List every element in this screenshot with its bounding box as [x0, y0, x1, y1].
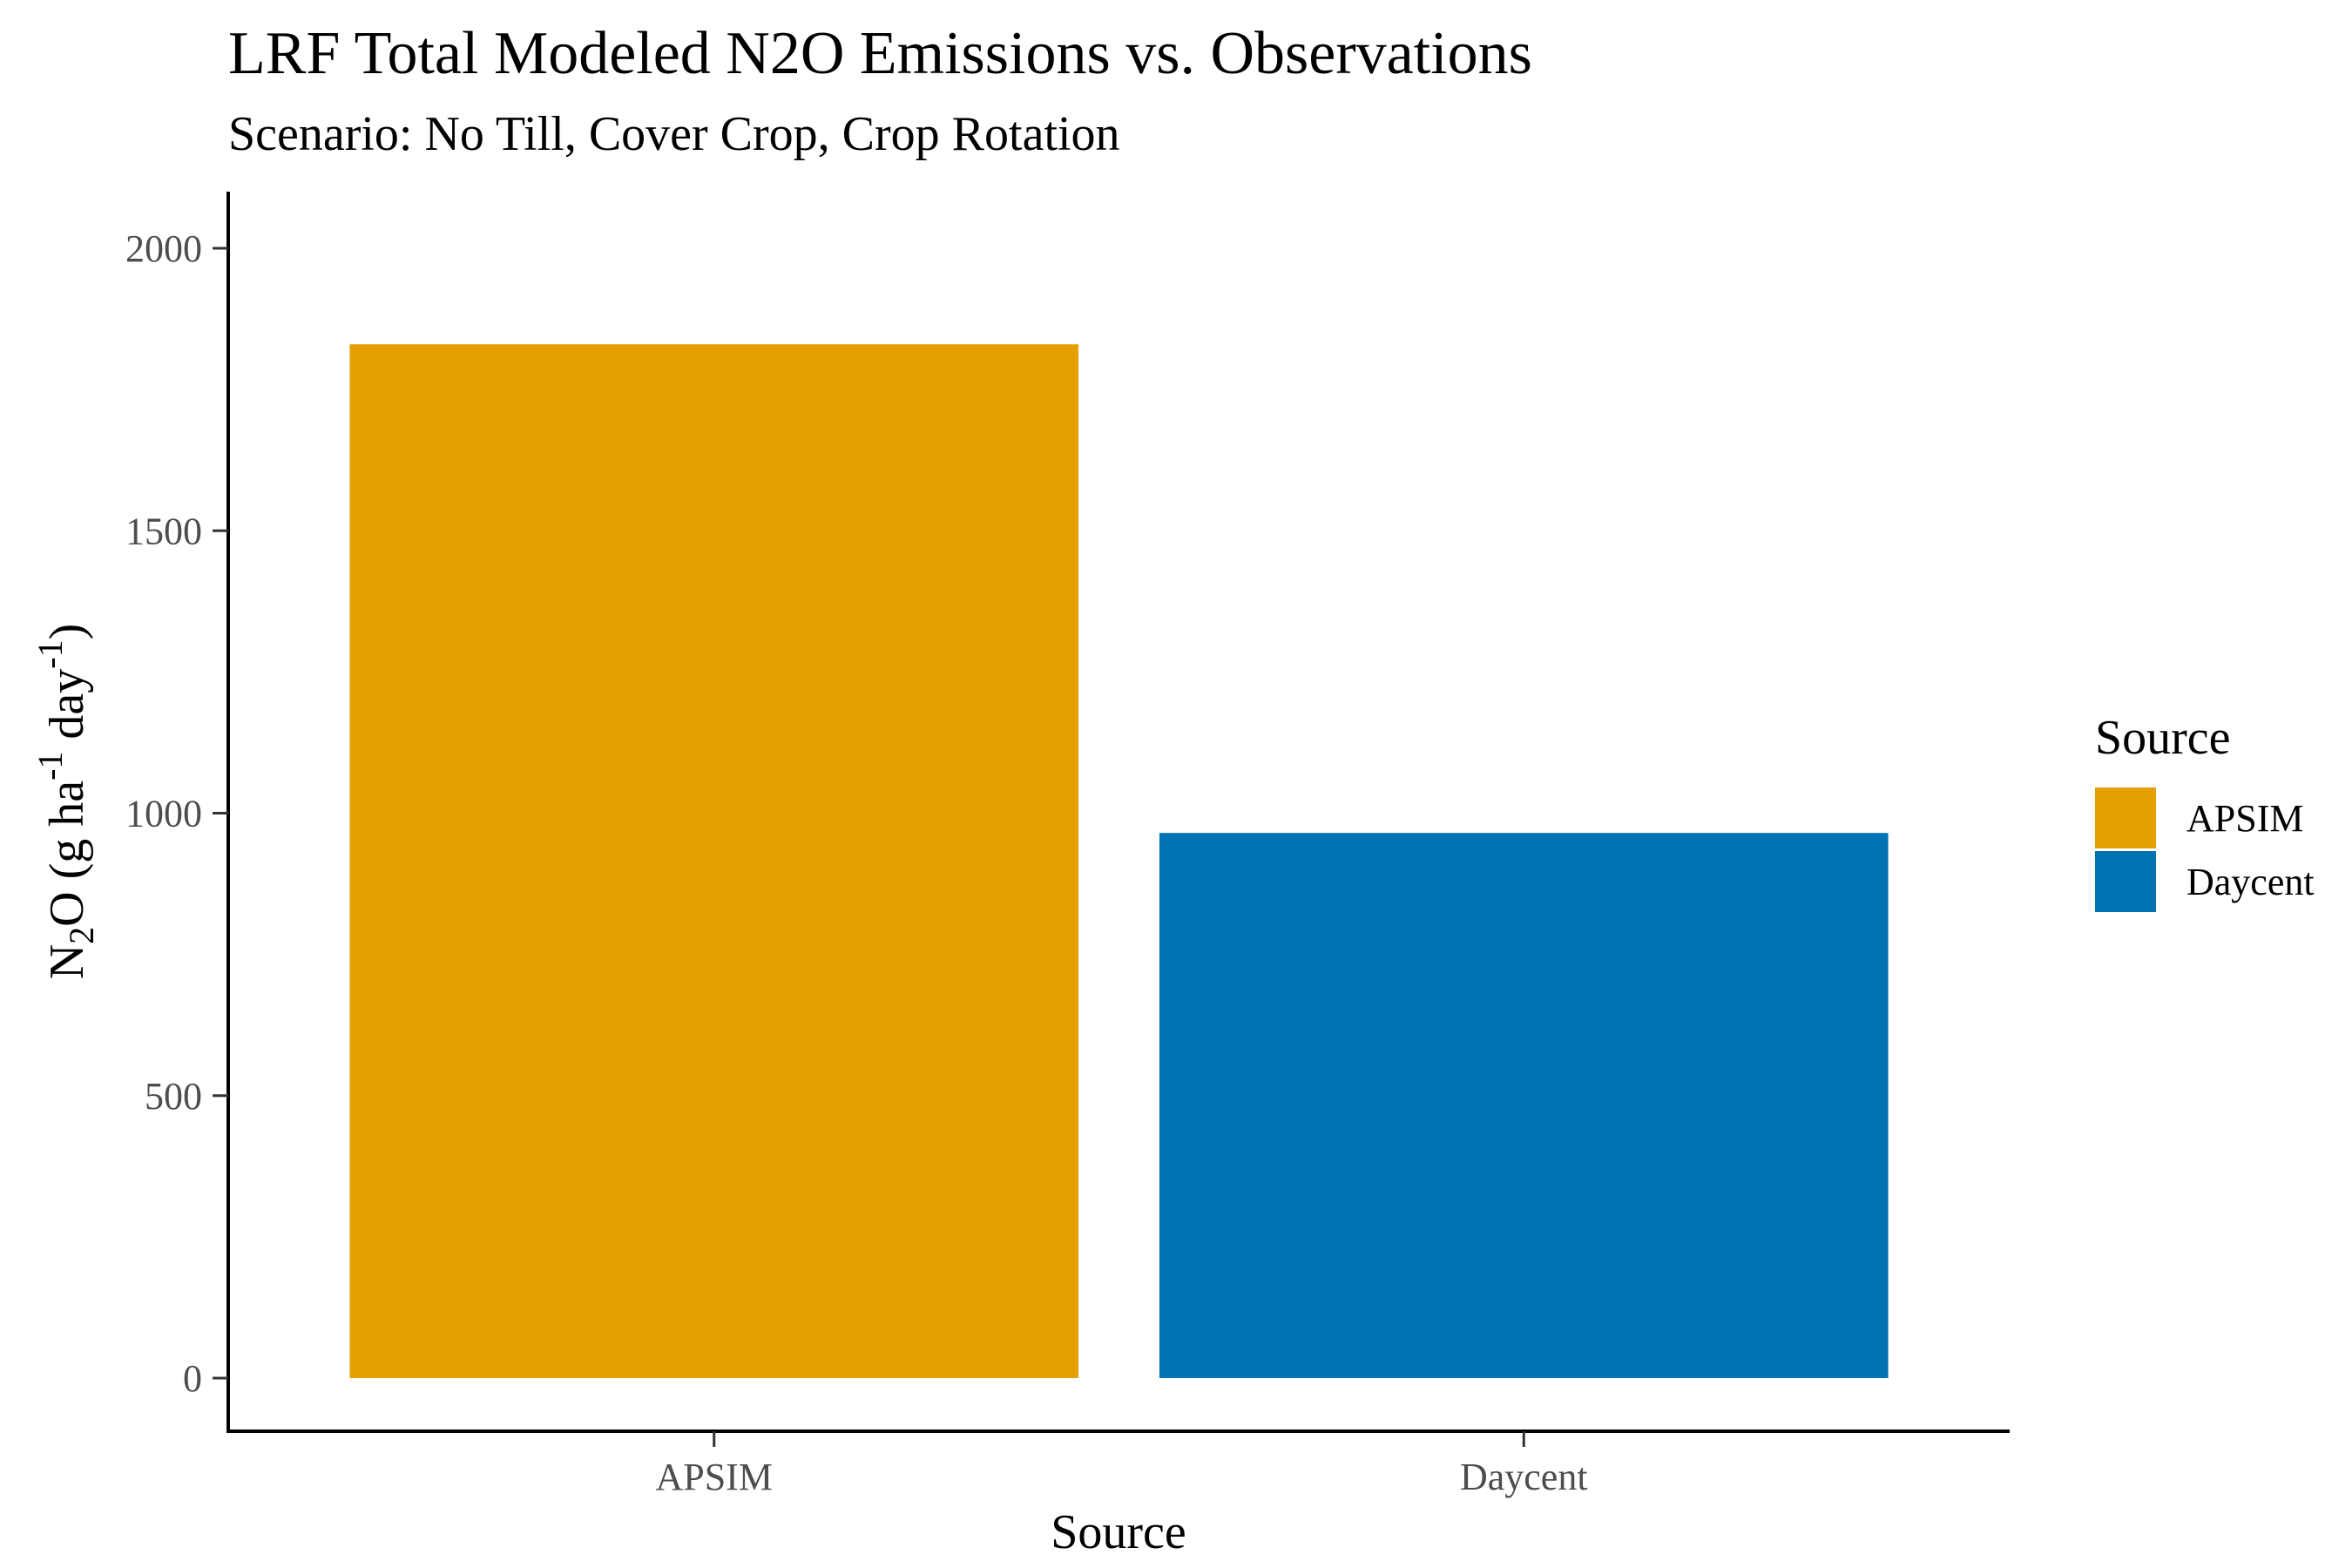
x-axis-title: Source: [1051, 1505, 1186, 1559]
y-axis-title-sub: 2: [62, 927, 101, 944]
chart-title: LRF Total Modeled N2O Emissions vs. Obse…: [228, 20, 1532, 87]
y-axis-title-sup1: -1: [30, 752, 70, 781]
legend-key-apsim: [2095, 787, 2156, 848]
x-tick-label-daycent: Daycent: [1460, 1456, 1588, 1498]
legend-title: Source: [2095, 711, 2231, 765]
y-tick-label-500: 500: [145, 1075, 202, 1118]
chart-subtitle: Scenario: No Till, Cover Crop, Crop Rota…: [228, 107, 1120, 161]
y-ticks-group: 0 500 1000 1500 2000: [125, 227, 228, 1400]
legend-key-daycent: [2095, 851, 2156, 912]
y-tick-label-0: 0: [183, 1357, 202, 1400]
y-axis-title-base: N: [40, 944, 94, 979]
y-tick-label-1000: 1000: [125, 793, 202, 835]
y-tick-label-1500: 1500: [125, 510, 202, 552]
legend: APSIM Daycent: [2095, 787, 2315, 912]
legend-label-apsim: APSIM: [2186, 797, 2304, 840]
x-tick-label-apsim: APSIM: [655, 1456, 773, 1498]
y-axis-title-sup2: -1: [30, 639, 70, 668]
y-axis-title-rest1: O (g ha: [40, 781, 94, 927]
legend-label-daycent: Daycent: [2186, 861, 2315, 903]
y-tick-label-2000: 2000: [125, 227, 202, 270]
y-axis-title: N2O (g ha-1 day-1): [30, 624, 101, 980]
y-axis-title-rest2: day: [40, 669, 94, 752]
x-ticks-group: APSIM Daycent: [655, 1431, 1588, 1498]
bar-daycent: [1159, 833, 1889, 1378]
bars-group: [349, 344, 1889, 1378]
bar-apsim: [349, 344, 1079, 1378]
y-axis-title-rest3: ): [40, 624, 94, 640]
